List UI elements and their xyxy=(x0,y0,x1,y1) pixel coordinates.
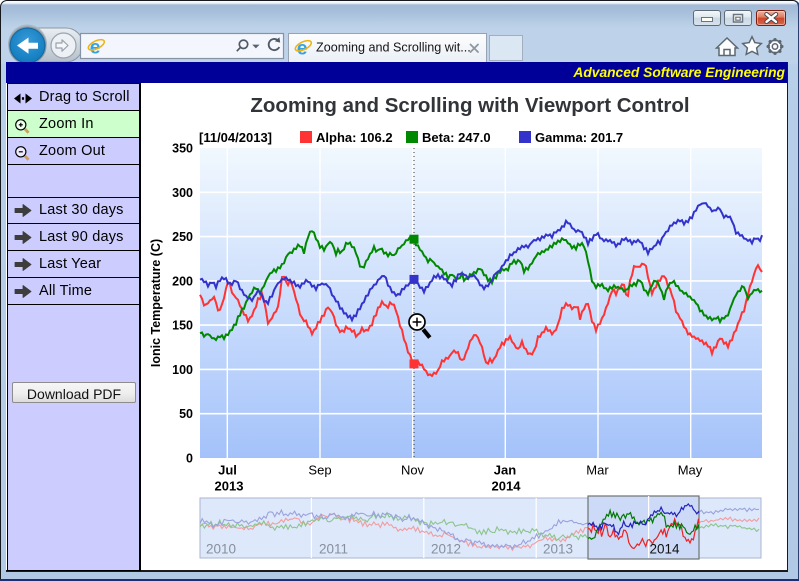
svg-text:e: e xyxy=(297,37,308,59)
svg-text:Nov: Nov xyxy=(401,463,425,478)
svg-text:Gamma: 201.7: Gamma: 201.7 xyxy=(535,130,623,145)
svg-text:Jan: Jan xyxy=(494,463,516,478)
svg-text:2013: 2013 xyxy=(215,479,244,494)
svg-text:Jul: Jul xyxy=(218,463,237,478)
svg-text:Mar: Mar xyxy=(586,463,609,478)
svg-text:2012: 2012 xyxy=(431,542,461,557)
svg-text:2013: 2013 xyxy=(543,542,573,557)
svg-text:2011: 2011 xyxy=(319,542,348,557)
svg-text:e: e xyxy=(90,36,101,58)
svg-text:2014: 2014 xyxy=(649,542,680,557)
svg-text:50: 50 xyxy=(179,407,193,421)
svg-text:300: 300 xyxy=(172,186,193,200)
svg-text:Beta: 247.0: Beta: 247.0 xyxy=(422,130,491,145)
svg-text:Ionic Temperature (C): Ionic Temperature (C) xyxy=(149,239,163,367)
svg-text:May: May xyxy=(678,463,703,478)
svg-text:0: 0 xyxy=(186,452,193,466)
svg-text:Zooming and Scrolling with Vie: Zooming and Scrolling with Viewport Cont… xyxy=(250,94,689,117)
svg-text:Alpha: 106.2: Alpha: 106.2 xyxy=(316,130,393,145)
svg-text:250: 250 xyxy=(172,230,193,244)
svg-text:Sep: Sep xyxy=(308,463,331,478)
svg-text:150: 150 xyxy=(172,319,193,333)
svg-text:Zooming and Scrolling wit...: Zooming and Scrolling wit... xyxy=(316,41,471,55)
svg-text:350: 350 xyxy=(172,142,193,156)
svg-text:2010: 2010 xyxy=(206,542,236,557)
svg-text:200: 200 xyxy=(172,274,193,288)
svg-text:2014: 2014 xyxy=(492,479,522,494)
svg-text:[11/04/2013]: [11/04/2013] xyxy=(199,130,272,145)
svg-text:100: 100 xyxy=(172,363,193,377)
